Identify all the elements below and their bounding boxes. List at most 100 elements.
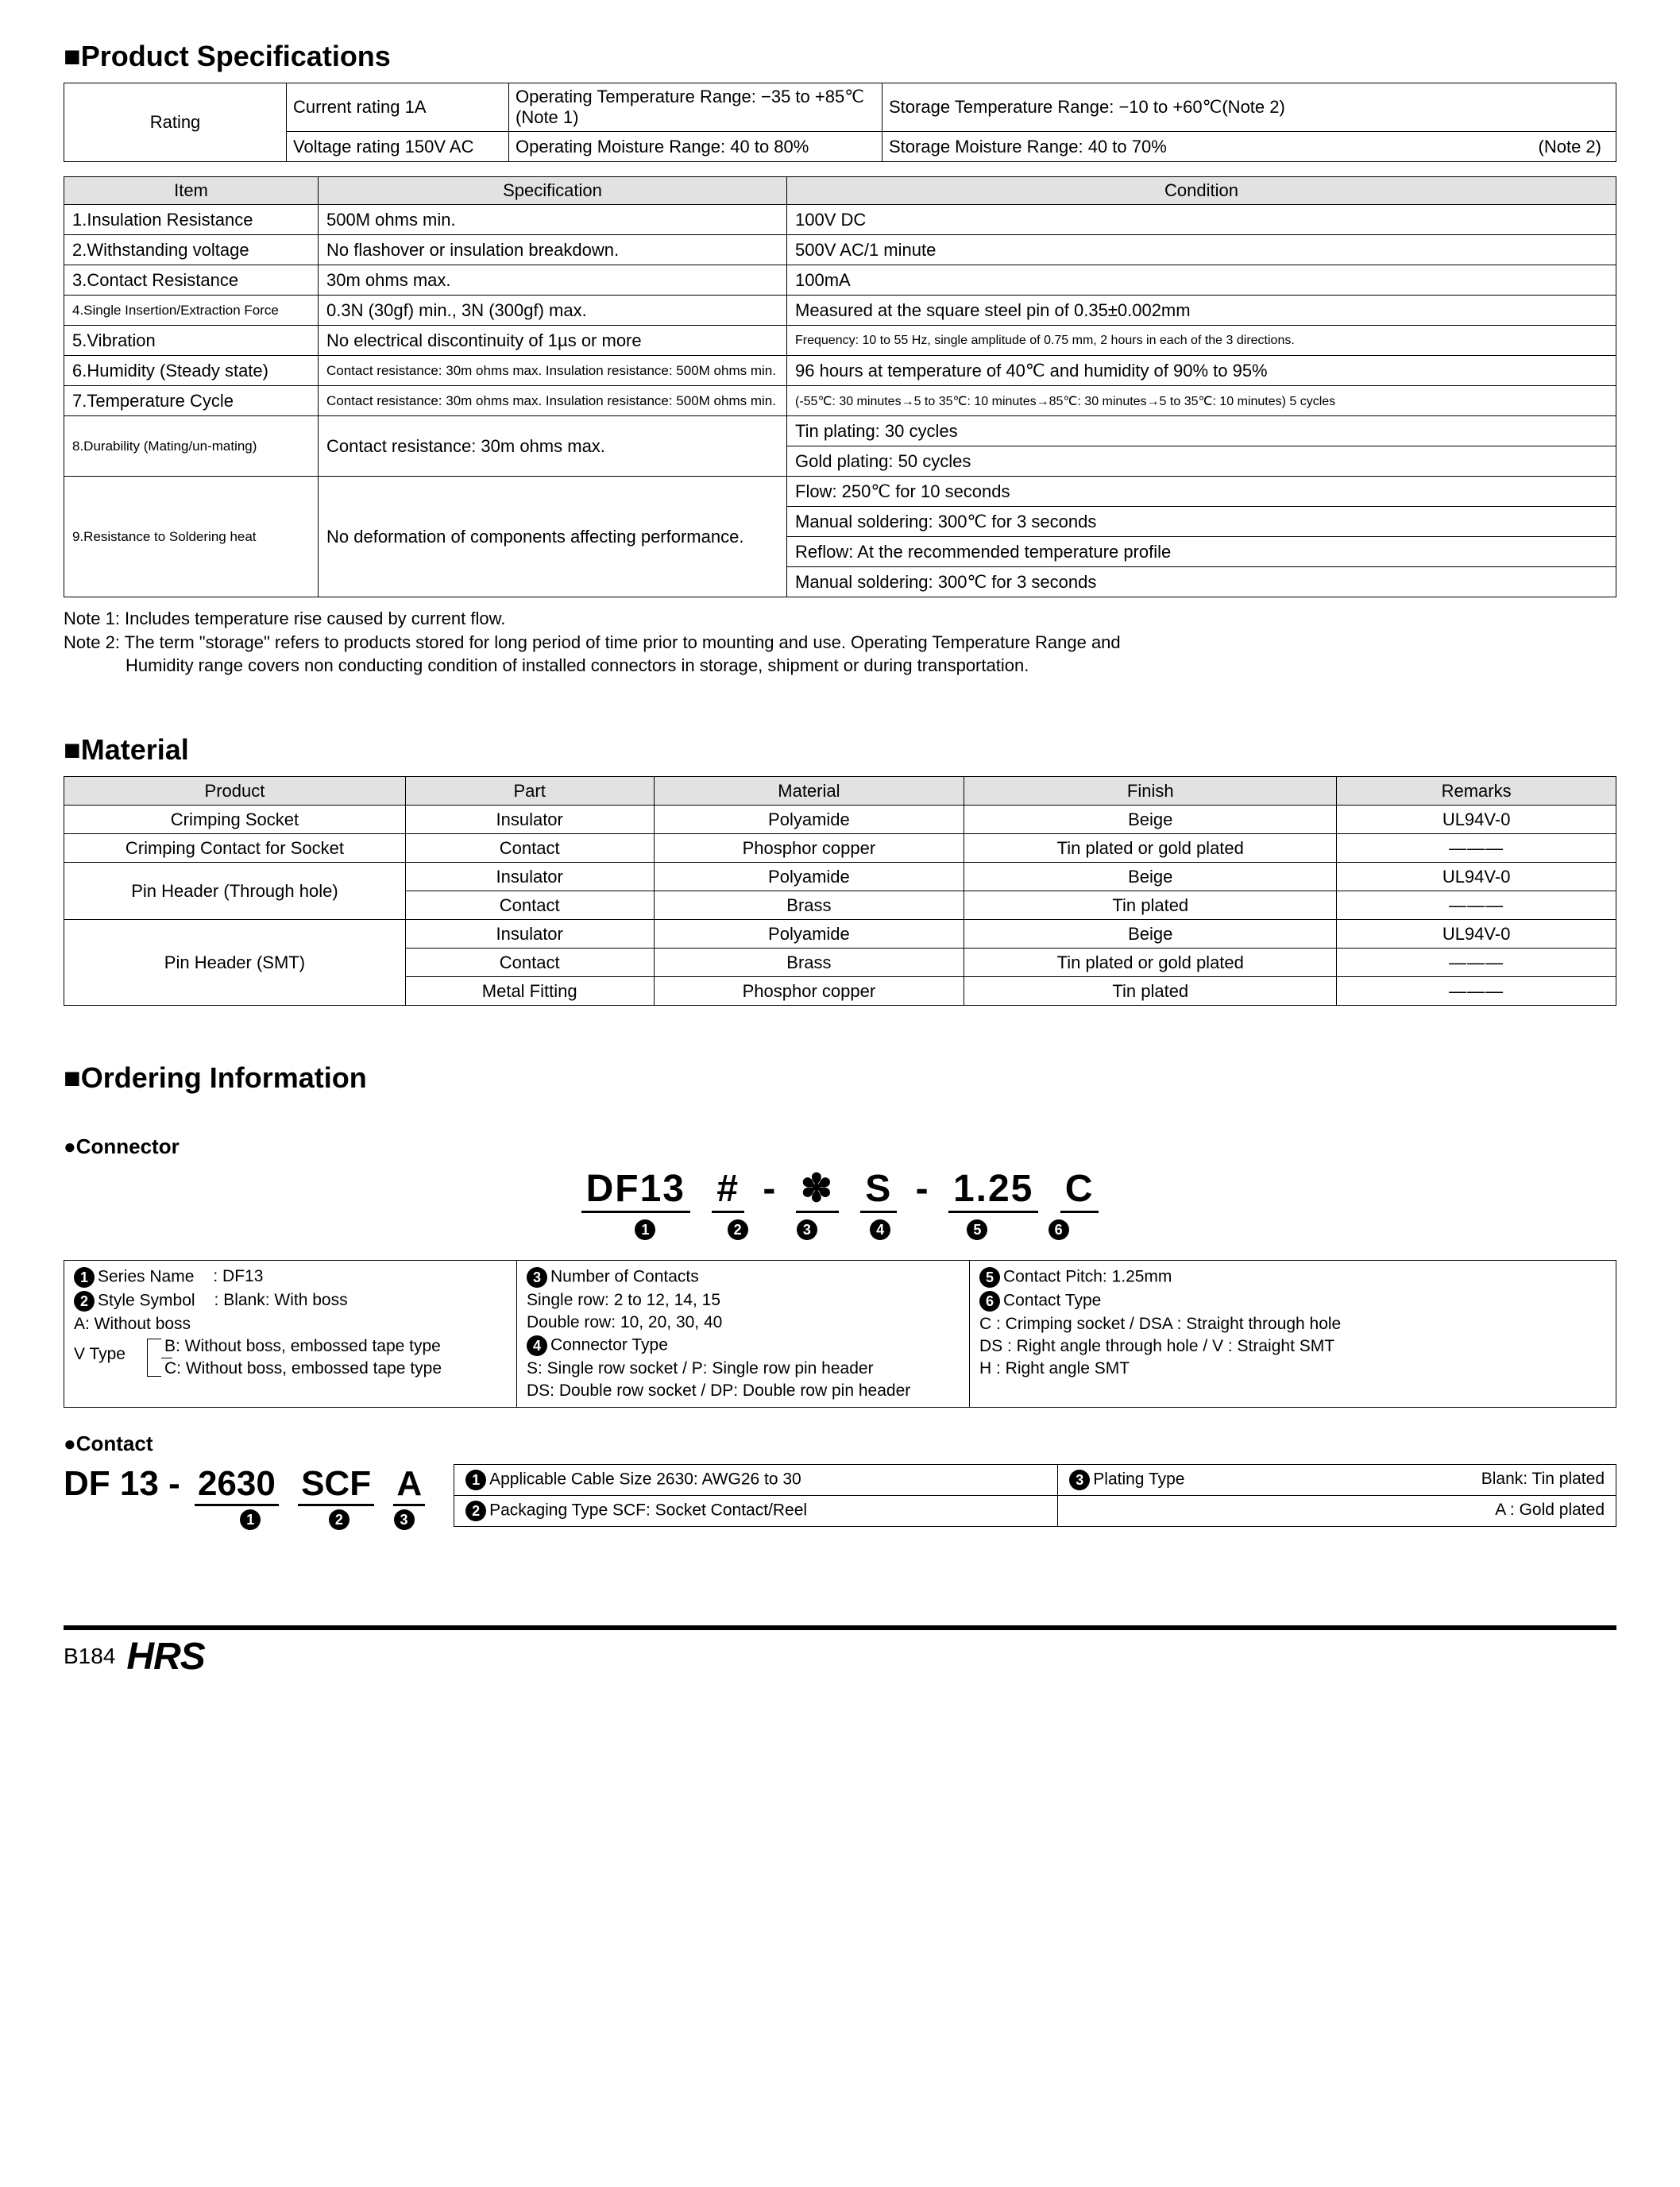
mat-cell: Contact (405, 949, 654, 977)
spec-spec: No deformation of components affecting p… (319, 477, 787, 597)
circ-icon: 3 (527, 1267, 547, 1288)
circ-icon: 4 (527, 1335, 547, 1356)
rating-op-moist: Operating Moisture Range: 40 to 80% (509, 132, 882, 162)
mat-cell: Beige (964, 806, 1337, 834)
mat-cell: Phosphor copper (654, 834, 964, 863)
spec-spec: No flashover or insulation breakdown. (319, 235, 787, 265)
pn-seg-4: S (860, 1169, 897, 1213)
mat-cell: ――― (1337, 834, 1616, 863)
spec-spec: 30m ohms max. (319, 265, 787, 296)
section-title-ordering: ■Ordering Information (64, 1061, 1616, 1095)
mat-cell: UL94V-0 (1337, 863, 1616, 891)
circ-icon: 6 (979, 1291, 1000, 1312)
mat-cell: Crimping Contact for Socket (64, 834, 406, 863)
table-row: 3.Contact Resistance 30m ohms max. 100mA (64, 265, 1616, 296)
table-row: Pin Header (SMT) Insulator Polyamide Bei… (64, 920, 1616, 949)
spec-cond: Reflow: At the recommended temperature p… (787, 537, 1616, 567)
conn-value: : DF13 (213, 1267, 263, 1285)
spec-spec: Contact resistance: 30m ohms max. Insula… (319, 386, 787, 416)
hrs-logo-icon: HRS (126, 1635, 204, 1679)
mat-cell: Polyamide (654, 863, 964, 891)
rating-st-temp: Storage Temperature Range: −10 to +60℃(N… (882, 83, 1616, 132)
mat-cell: UL94V-0 (1337, 920, 1616, 949)
spec-cond: 96 hours at temperature of 40℃ and humid… (787, 356, 1616, 386)
circ-icon: 1 (465, 1470, 486, 1490)
table-row: 5.Vibration No electrical discontinuity … (64, 326, 1616, 356)
spec-table: Item Specification Condition 1.Insulatio… (64, 176, 1616, 597)
mat-th-part: Part (405, 777, 654, 806)
mat-cell: Beige (964, 863, 1337, 891)
table-row: 9.Resistance to Soldering heat No deform… (64, 477, 1616, 507)
note-1: Note 1: Includes temperature rise caused… (64, 607, 1616, 631)
pn-seg-1: DF13 (581, 1169, 690, 1213)
table-row: 7.Temperature Cycle Contact resistance: … (64, 386, 1616, 416)
pn-seg-6: C (1060, 1169, 1099, 1213)
conn-value: B: Without boss, embossed tape type (164, 1335, 507, 1358)
conn-vtype-label: V Type (74, 1345, 126, 1364)
conn-value: Double row: 10, 20, 30, 40 (527, 1312, 960, 1334)
contact-pn-block: DF 13 - 2630 SCF A 1 2 3 (64, 1464, 430, 1530)
rating-table: Rating Current rating 1A Operating Tempe… (64, 83, 1616, 162)
circ-icon: 2 (465, 1501, 486, 1521)
table-row: Crimping Contact for Socket Contact Phos… (64, 834, 1616, 863)
mat-cell: Insulator (405, 806, 654, 834)
spec-spec: No electrical discontinuity of 1µs or mo… (319, 326, 787, 356)
circ-icon: 3 (394, 1509, 415, 1530)
spec-item: 4.Single Insertion/Extraction Force (64, 296, 319, 326)
mat-th-finish: Finish (964, 777, 1337, 806)
material-table: Product Part Material Finish Remarks Cri… (64, 776, 1616, 1006)
spec-th-cond: Condition (787, 177, 1616, 205)
spec-item: 2.Withstanding voltage (64, 235, 319, 265)
mat-cell: Crimping Socket (64, 806, 406, 834)
mat-cell: Brass (654, 891, 964, 920)
spec-th-item: Item (64, 177, 319, 205)
spec-spec: 0.3N (30gf) min., 3N (300gf) max. (319, 296, 787, 326)
mat-th-material: Material (654, 777, 964, 806)
cpn-seg: A (393, 1464, 425, 1506)
circ-icon: 1 (240, 1509, 261, 1530)
mat-cell: Beige (964, 920, 1337, 949)
mat-cell: Insulator (405, 920, 654, 949)
spec-cond: Gold plating: 50 cycles (787, 446, 1616, 477)
mat-cell: Metal Fitting (405, 977, 654, 1006)
contact-text: Applicable Cable Size 2630: AWG26 to 30 (489, 1470, 801, 1488)
table-row: Crimping Socket Insulator Polyamide Beig… (64, 806, 1616, 834)
contact-text: Blank: Tin plated (1481, 1470, 1605, 1489)
mat-cell: Tin plated (964, 977, 1337, 1006)
circ-icon: 3 (797, 1219, 817, 1240)
conn-value: Single row: 2 to 12, 14, 15 (527, 1289, 960, 1312)
connector-heading: ●Connector (64, 1134, 1616, 1159)
circ-icon: 5 (979, 1267, 1000, 1288)
contact-text: Packaging Type SCF: Socket Contact/Reel (489, 1501, 807, 1519)
cpn-prefix: DF 13 (64, 1464, 159, 1503)
spec-item: 3.Contact Resistance (64, 265, 319, 296)
rating-current: Current rating 1A (287, 83, 509, 132)
circ-icon: 6 (1049, 1219, 1069, 1240)
part-number-connector: DF13 # - ✽ S - 1.25 C (64, 1167, 1616, 1213)
spec-cond: Measured at the square steel pin of 0.35… (787, 296, 1616, 326)
mat-th-product: Product (64, 777, 406, 806)
mat-cell: Tin plated or gold plated (964, 949, 1337, 977)
rating-voltage: Voltage rating 150V AC (287, 132, 509, 162)
table-row: 2.Withstanding voltage No flashover or i… (64, 235, 1616, 265)
cpn-label-row: 1 2 3 (64, 1508, 430, 1530)
contact-text: Plating Type (1093, 1470, 1184, 1488)
cpn-seg: SCF (298, 1464, 374, 1506)
mat-cell: ――― (1337, 977, 1616, 1006)
spec-cond: Tin plating: 30 cycles (787, 416, 1616, 446)
mat-cell: ――― (1337, 949, 1616, 977)
section-title-material: ■Material (64, 733, 1616, 767)
bracket-icon (147, 1339, 161, 1377)
conn-value: C: Without boss, embossed tape type (164, 1358, 507, 1380)
circ-icon: 2 (728, 1219, 748, 1240)
spec-spec: Contact resistance: 30m ohms max. Insula… (319, 356, 787, 386)
spec-th-spec: Specification (319, 177, 787, 205)
footer: B184 HRS (64, 1625, 1616, 1679)
contact-info-grid: 1Applicable Cable Size 2630: AWG26 to 30… (454, 1464, 1616, 1527)
pn-seg-5: 1.25 (948, 1169, 1038, 1213)
circ-icon: 3 (1069, 1470, 1090, 1490)
conn-value: C : Crimping socket / DSA : Straight thr… (979, 1313, 1606, 1335)
note-2b: Humidity range covers non conducting con… (64, 654, 1616, 678)
table-row: 1.Insulation Resistance 500M ohms min. 1… (64, 205, 1616, 235)
pn-seg-2: # (712, 1169, 744, 1213)
